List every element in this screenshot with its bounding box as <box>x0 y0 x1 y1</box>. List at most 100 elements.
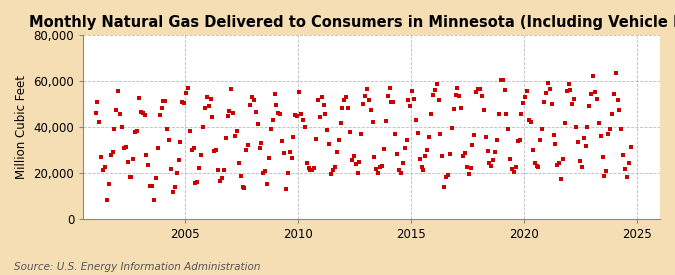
Point <box>132 128 142 133</box>
Point <box>369 154 380 159</box>
Point <box>165 167 176 172</box>
Point <box>292 114 302 119</box>
Point <box>205 97 216 101</box>
Point <box>201 94 212 99</box>
Point <box>479 108 489 112</box>
Point <box>192 180 202 185</box>
Point <box>569 97 580 101</box>
Point <box>113 89 124 94</box>
Point <box>531 164 542 168</box>
Point <box>448 107 459 111</box>
Point <box>450 93 461 97</box>
Point <box>139 113 150 118</box>
Point <box>269 92 280 96</box>
Point <box>382 94 393 99</box>
Point <box>333 138 344 142</box>
Point <box>310 137 321 141</box>
Point <box>305 167 316 172</box>
Point <box>96 155 107 160</box>
Point <box>290 113 301 117</box>
Point <box>303 166 314 171</box>
Point <box>277 139 288 143</box>
Point <box>118 145 129 150</box>
Point <box>571 124 582 129</box>
Point <box>136 110 146 114</box>
Point <box>358 101 369 106</box>
Point <box>422 148 433 152</box>
Point <box>103 182 114 186</box>
Point <box>482 149 493 153</box>
Point <box>501 112 512 116</box>
Point <box>508 169 519 174</box>
Point <box>260 168 271 173</box>
Point <box>298 117 308 122</box>
Point <box>250 110 261 114</box>
Point <box>190 181 201 186</box>
Point <box>213 167 223 172</box>
Point <box>550 142 561 146</box>
Point <box>567 102 578 106</box>
Point <box>593 120 604 125</box>
Point <box>582 125 593 129</box>
Point <box>452 86 463 90</box>
Point <box>441 175 452 179</box>
Point <box>381 119 392 123</box>
Point <box>109 127 120 132</box>
Point <box>98 168 109 172</box>
Point <box>177 100 188 104</box>
Point <box>554 161 564 165</box>
Point <box>346 158 357 162</box>
Point <box>90 111 101 115</box>
Point <box>308 166 319 170</box>
Point <box>296 112 306 116</box>
Point <box>281 187 292 191</box>
Point <box>548 133 559 137</box>
Point <box>300 125 310 129</box>
Point <box>322 128 333 132</box>
Point <box>574 158 585 163</box>
Point <box>153 146 163 151</box>
Point <box>134 96 144 101</box>
Point <box>605 127 616 132</box>
Point <box>565 88 576 92</box>
Point <box>267 118 278 122</box>
Point <box>375 165 385 169</box>
Point <box>232 129 242 133</box>
Point <box>405 103 416 108</box>
Point <box>563 82 574 86</box>
Point <box>182 86 193 90</box>
Point <box>399 146 410 150</box>
Point <box>230 134 240 138</box>
Point <box>512 139 523 143</box>
Point <box>365 108 376 112</box>
Point <box>505 157 516 161</box>
Point <box>618 152 628 157</box>
Point <box>241 148 252 152</box>
Point <box>258 171 269 175</box>
Point <box>200 106 211 111</box>
Point <box>141 153 152 157</box>
Point <box>115 112 126 116</box>
Point <box>516 112 527 117</box>
Point <box>386 100 397 104</box>
Point <box>524 118 535 122</box>
Point <box>203 103 214 108</box>
Point <box>156 106 167 111</box>
Point <box>537 126 547 131</box>
Point <box>226 87 237 92</box>
Point <box>122 160 133 164</box>
Point <box>337 106 348 111</box>
Point <box>489 150 500 154</box>
Point <box>435 132 446 136</box>
Point <box>396 171 406 175</box>
Point <box>507 166 518 171</box>
Point <box>234 161 244 166</box>
Y-axis label: Million Cubic Feet: Million Cubic Feet <box>15 75 28 179</box>
Point <box>463 172 474 177</box>
Point <box>620 167 630 171</box>
Point <box>313 98 323 102</box>
Point <box>181 90 192 95</box>
Point <box>92 99 103 104</box>
Point <box>111 107 122 112</box>
Point <box>236 174 246 178</box>
